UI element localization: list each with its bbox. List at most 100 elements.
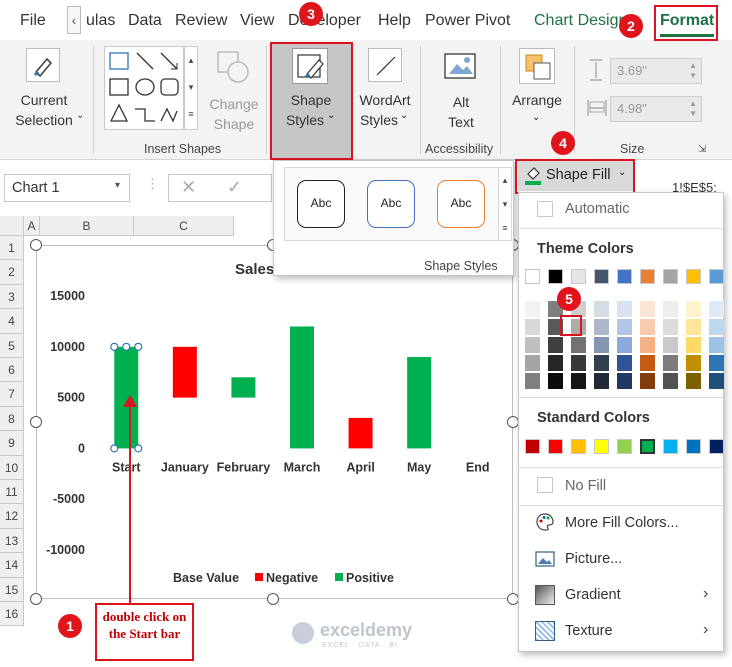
theme-color-swatch[interactable] — [663, 269, 678, 284]
column-header-b[interactable]: B — [40, 216, 134, 236]
theme-shade-swatch[interactable] — [686, 355, 701, 371]
theme-shade-swatch[interactable] — [663, 319, 678, 335]
theme-color-swatch[interactable] — [686, 269, 701, 284]
wordart-styles-button[interactable]: WordArt Styles ⌄ — [356, 46, 414, 136]
chart-resize-handle[interactable] — [267, 593, 279, 605]
standard-color-swatch[interactable] — [525, 439, 540, 454]
theme-shade-swatch[interactable] — [686, 337, 701, 353]
row-header-1[interactable]: 1 — [0, 236, 24, 261]
gradient-option[interactable]: Gradient › — [519, 581, 723, 613]
theme-color-swatch[interactable] — [640, 269, 655, 284]
theme-shade-swatch[interactable] — [525, 373, 540, 389]
dialog-launcher-icon[interactable]: ⇲ — [698, 144, 707, 155]
theme-shade-swatch[interactable] — [709, 355, 724, 371]
tab-review[interactable]: Review — [175, 12, 228, 29]
row-header-9[interactable]: 9 — [0, 431, 24, 456]
theme-color-swatch[interactable] — [525, 269, 540, 284]
theme-shade-swatch[interactable] — [525, 319, 540, 335]
row-header-6[interactable]: 6 — [0, 358, 24, 383]
theme-shade-swatch[interactable] — [663, 301, 678, 317]
theme-shade-swatch[interactable] — [594, 319, 609, 335]
theme-shade-swatch[interactable] — [594, 301, 609, 317]
theme-shade-swatch[interactable] — [709, 301, 724, 317]
theme-shade-swatch[interactable] — [663, 337, 678, 353]
theme-color-swatch[interactable] — [709, 269, 724, 284]
theme-shade-swatch[interactable] — [548, 373, 563, 389]
standard-color-swatch[interactable] — [640, 439, 655, 454]
tab-scroll-left-button[interactable]: ‹ — [67, 6, 81, 34]
row-header-5[interactable]: 5 — [0, 333, 24, 358]
gallery-scroll[interactable]: ▴ ▾ ≡ — [498, 167, 512, 241]
theme-color-swatch[interactable] — [594, 269, 609, 284]
tab-power-pivot[interactable]: Power Pivot — [425, 12, 511, 29]
shape-fill-button[interactable]: Shape Fill ⌄ — [518, 161, 634, 191]
theme-shade-swatch[interactable] — [525, 337, 540, 353]
shape-style-option-1[interactable]: Abc — [297, 180, 345, 228]
texture-option[interactable]: Texture › — [519, 617, 723, 649]
alt-text-button[interactable]: Alt Text — [432, 46, 490, 136]
shape-style-option-2[interactable]: Abc — [367, 180, 415, 228]
shape-style-option-3[interactable]: Abc — [437, 180, 485, 228]
standard-color-swatch[interactable] — [571, 439, 586, 454]
standard-color-swatch[interactable] — [663, 439, 678, 454]
theme-shade-swatch[interactable] — [686, 319, 701, 335]
theme-shade-swatch[interactable] — [571, 337, 586, 353]
chart-resize-handle[interactable] — [30, 239, 42, 251]
name-box[interactable]: Chart 1 ▾ — [4, 174, 130, 202]
no-fill-option[interactable]: No Fill — [519, 471, 723, 503]
theme-shade-swatch[interactable] — [640, 337, 655, 353]
tab-data[interactable]: Data — [128, 12, 162, 29]
theme-shade-swatch[interactable] — [640, 319, 655, 335]
enter-icon[interactable]: ✓ — [227, 177, 243, 197]
row-header-10[interactable]: 10 — [0, 455, 24, 480]
cancel-icon[interactable]: ✕ — [181, 177, 197, 197]
standard-color-swatch[interactable] — [548, 439, 563, 454]
standard-color-swatch[interactable] — [709, 439, 724, 454]
theme-shade-swatch[interactable] — [571, 373, 586, 389]
theme-shade-swatch[interactable] — [640, 301, 655, 317]
row-header-8[interactable]: 8 — [0, 406, 24, 432]
tab-view[interactable]: View — [240, 12, 275, 29]
theme-shade-swatch[interactable] — [686, 301, 701, 317]
row-header-3[interactable]: 3 — [0, 284, 24, 310]
shape-styles-button[interactable]: Shape Styles ⌄ — [271, 42, 351, 159]
theme-shade-swatch[interactable] — [548, 355, 563, 371]
theme-shade-swatch[interactable] — [548, 319, 563, 335]
row-header-7[interactable]: 7 — [0, 382, 24, 407]
row-header-16[interactable]: 16 — [0, 602, 24, 627]
drag-handle-icon[interactable]: ⋮ — [146, 176, 159, 191]
theme-shade-swatch[interactable] — [594, 355, 609, 371]
theme-shade-swatch[interactable] — [709, 319, 724, 335]
row-header-4[interactable]: 4 — [0, 309, 24, 334]
theme-shade-swatch[interactable] — [709, 373, 724, 389]
theme-color-swatch[interactable] — [617, 269, 632, 284]
theme-shade-swatch[interactable] — [617, 337, 632, 353]
theme-shade-swatch[interactable] — [663, 373, 678, 389]
theme-shade-swatch[interactable] — [617, 373, 632, 389]
chart-resize-handle[interactable] — [30, 416, 42, 428]
chart-resize-handle[interactable] — [30, 593, 42, 605]
shape-height-field[interactable]: 3.69" ▲ ▼ — [610, 58, 702, 84]
row-header-14[interactable]: 14 — [0, 553, 24, 578]
theme-shade-swatch[interactable] — [525, 301, 540, 317]
select-all-corner[interactable] — [0, 216, 24, 236]
shapes-gallery[interactable] — [104, 46, 184, 130]
theme-shade-swatch[interactable] — [617, 301, 632, 317]
theme-shade-swatch[interactable] — [594, 337, 609, 353]
automatic-option[interactable]: Automatic — [519, 193, 723, 227]
column-header-a[interactable]: A — [24, 216, 40, 236]
row-header-2[interactable]: 2 — [0, 260, 24, 285]
theme-shade-swatch[interactable] — [709, 337, 724, 353]
row-header-15[interactable]: 15 — [0, 577, 24, 602]
tab-format[interactable]: Format — [660, 12, 715, 29]
tab-help[interactable]: Help — [378, 12, 411, 29]
shapes-gallery-scroll[interactable]: ▴ ▾ ≡ — [184, 46, 198, 130]
standard-color-swatch[interactable] — [617, 439, 632, 454]
standard-color-swatch[interactable] — [594, 439, 609, 454]
tab-ulas[interactable]: ulas — [86, 12, 116, 29]
theme-shade-swatch[interactable] — [571, 319, 586, 335]
row-header-12[interactable]: 12 — [0, 504, 24, 529]
row-header-13[interactable]: 13 — [0, 528, 24, 554]
chart-area[interactable]: Sales 15000 10000 5000 0 -5000 -10000 Start Janu… — [36, 245, 513, 599]
theme-shade-swatch[interactable] — [686, 373, 701, 389]
